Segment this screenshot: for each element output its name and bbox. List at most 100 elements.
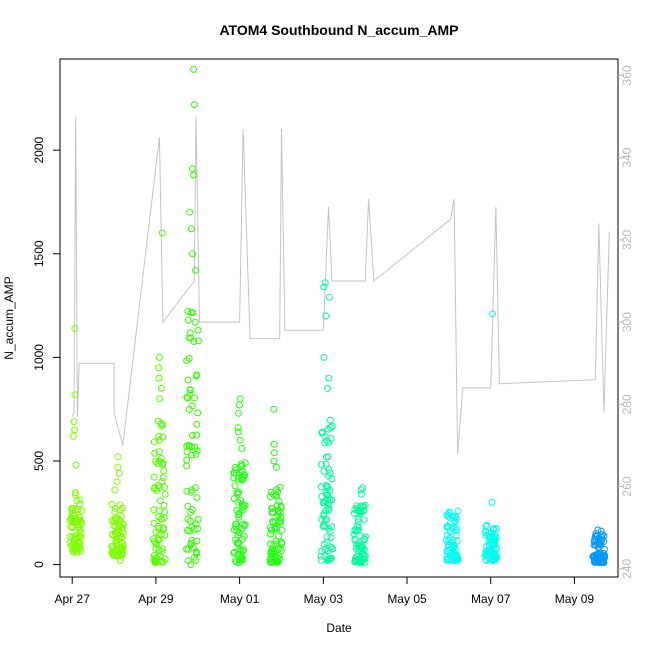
data-point [351,526,359,534]
y2-tick-label: 280 [620,394,634,414]
data-point [152,458,160,465]
x-tick-label: Apr 29 [138,592,174,606]
data-point [322,489,330,497]
data-point [326,527,334,535]
data-point [360,506,368,514]
data-point [321,545,329,553]
y-tick-label: 0 [32,561,46,568]
data-point [238,525,246,533]
data-point [240,502,248,510]
data-point [155,457,163,465]
data-point [72,461,80,469]
data-point [235,513,243,521]
x-axis-title: Date [326,621,352,635]
data-point [360,516,368,524]
data-point [446,546,454,554]
data-point [359,503,367,511]
data-point [70,548,78,556]
data-point [113,514,121,522]
data-point [590,538,598,546]
series-0 [66,324,127,564]
data-point [154,417,162,425]
data-point [67,516,75,523]
data-point [597,540,604,548]
data-point [73,497,81,505]
data-point [232,558,240,566]
data-point [276,519,284,527]
x-tick-label: May 09 [555,592,595,606]
data-point [490,525,498,532]
data-point [272,463,280,471]
data-point [324,453,332,461]
data-point [277,538,285,546]
data-point [183,462,191,470]
data-point [326,416,334,424]
data-point [452,556,459,564]
x-tick-label: May 07 [471,592,511,606]
data-point [151,538,158,546]
data-point [114,453,122,461]
data-point [184,515,192,523]
data-point [74,538,82,546]
data-point [235,509,243,517]
data-point [188,432,196,439]
y-tick-label: 1000 [32,344,46,371]
data-point [192,556,200,564]
data-point [239,467,247,475]
points-layer [66,65,609,568]
data-point [230,549,238,557]
data-point [238,462,246,470]
data-point [193,431,201,439]
data-point [327,534,335,542]
data-point [489,556,497,564]
y-tick-label: 500 [32,451,46,471]
y2-tick-label: 340 [620,147,634,167]
data-point [357,486,365,494]
data-point [155,536,163,544]
data-point [268,504,276,512]
x-tick-label: May 05 [387,592,427,606]
data-point [150,485,158,493]
data-point [452,515,460,523]
data-point [326,424,334,431]
data-point [159,525,167,533]
data-point [274,507,282,515]
data-point [183,456,191,464]
data-point [159,545,167,553]
data-point [270,457,278,465]
data-point [326,496,334,504]
data-point [597,537,605,545]
data-point [190,526,198,533]
data-point [325,439,333,447]
data-point [443,556,451,564]
data-point [68,533,76,541]
data-point [111,486,119,494]
data-point [191,394,198,402]
data-point [267,540,274,548]
data-point [272,517,280,525]
data-point [111,505,119,513]
data-point [325,293,333,301]
data-point [234,424,242,432]
data-point [322,482,330,489]
data-point [320,353,328,361]
data-point [184,502,192,510]
data-point [152,557,160,565]
data-point [191,318,199,326]
data-point [482,527,489,535]
data-point [184,316,192,324]
data-point [354,518,362,526]
y2-tick-label: 300 [620,312,634,332]
data-point [69,505,77,512]
data-point [158,478,166,485]
data-point [597,527,605,535]
data-point [155,513,163,521]
data-point [321,279,329,287]
data-point [454,556,462,563]
data-point [108,501,116,508]
data-point [325,465,333,473]
data-point [325,374,333,382]
data-point [273,501,281,509]
plot-frame [59,58,619,578]
data-point [267,554,275,562]
